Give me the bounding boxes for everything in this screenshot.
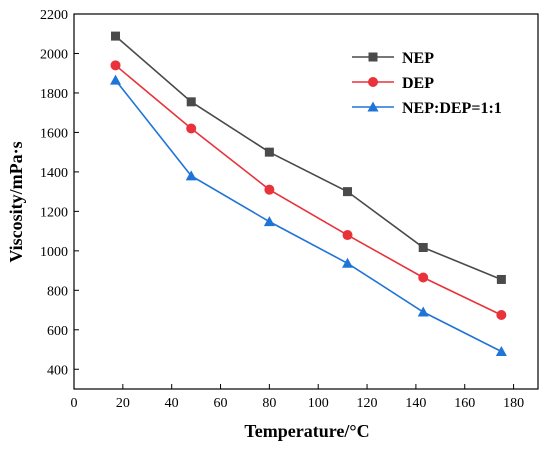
y-tick-label: 1600	[40, 126, 68, 141]
data-point	[342, 230, 353, 241]
data-point	[496, 274, 506, 284]
legend-label: NEP	[402, 50, 434, 67]
y-tick-label: 600	[47, 324, 68, 339]
y-tick-label: 1800	[40, 87, 68, 102]
data-point	[343, 187, 353, 197]
legend-item: NEP:DEP=1:1	[352, 100, 502, 117]
series-0	[111, 31, 506, 284]
y-tick-label: 2000	[40, 47, 68, 62]
data-point	[110, 74, 122, 85]
x-tick-label: 80	[262, 396, 276, 411]
series-2	[110, 74, 507, 356]
y-tick-label: 1400	[40, 166, 68, 181]
series-line	[114, 35, 502, 281]
data-point	[496, 309, 507, 320]
data-point	[110, 60, 121, 71]
y-tick-label: 800	[47, 284, 68, 299]
x-tick-label: 100	[308, 396, 329, 411]
x-tick-label: 40	[165, 396, 179, 411]
x-tick-label: 180	[503, 396, 524, 411]
data-point	[264, 147, 274, 157]
x-tick-label: 0	[71, 396, 78, 411]
plot-frame	[73, 13, 539, 390]
data-point	[418, 242, 428, 252]
legend-marker	[368, 77, 378, 87]
legend-item: NEP	[352, 50, 434, 67]
x-tick-label: 20	[116, 396, 130, 411]
y-tick-label: 1200	[40, 205, 68, 220]
y-tick-label: 1000	[40, 245, 68, 260]
series-1	[110, 60, 507, 320]
legend-item: DEP	[352, 75, 434, 92]
x-tick-label: 160	[454, 396, 475, 411]
y-tick-label: 400	[47, 363, 68, 378]
data-point	[111, 31, 121, 41]
data-point	[186, 97, 196, 107]
x-tick-label: 60	[214, 396, 228, 411]
data-point	[185, 170, 197, 181]
data-point	[417, 306, 429, 317]
legend-marker	[368, 52, 378, 62]
data-point	[342, 257, 354, 268]
legend-label: DEP	[402, 75, 434, 92]
x-axis-title: Temperature/°C	[244, 421, 369, 441]
x-tick-label: 140	[405, 396, 426, 411]
data-point	[263, 216, 275, 227]
y-tick-label: 2200	[40, 8, 68, 23]
data-point	[495, 346, 507, 356]
legend-marker	[367, 101, 379, 112]
data-point	[418, 272, 429, 283]
data-point	[186, 123, 197, 134]
legend-label: NEP:DEP=1:1	[402, 100, 502, 117]
series-line	[114, 79, 502, 353]
series-line	[115, 64, 502, 316]
data-point	[264, 184, 275, 195]
y-axis-title: Viscosity/mPa·s	[6, 141, 26, 262]
x-tick-label: 120	[357, 396, 378, 411]
